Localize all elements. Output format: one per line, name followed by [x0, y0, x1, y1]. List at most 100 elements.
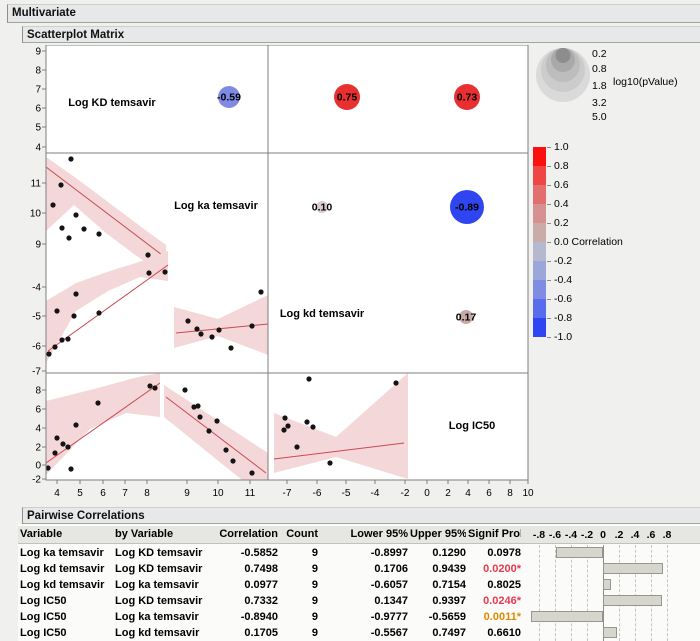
scatter-point[interactable]: [95, 400, 101, 406]
scatter-point[interactable]: [182, 387, 188, 393]
bar-axis-label: -.6: [548, 529, 562, 541]
scatter-point[interactable]: [162, 269, 168, 275]
colorbar-segment: [533, 299, 546, 318]
scatter-point[interactable]: [145, 252, 151, 258]
scatter-point[interactable]: [209, 334, 215, 340]
x-tick-label: 0: [424, 488, 430, 499]
table-cell-correlation: -0.5852: [240, 547, 278, 559]
scatter-point[interactable]: [147, 383, 153, 389]
scatter-point[interactable]: [195, 403, 201, 409]
scatter-point[interactable]: [54, 435, 60, 441]
colorbar-label: -0.6: [554, 293, 573, 305]
correlation-circle[interactable]: [316, 201, 328, 213]
table-row[interactable]: Log kd temsavir Log ka temsavir 0.0977 9 -0.…: [18, 577, 700, 593]
scatter-point[interactable]: [71, 313, 77, 319]
bar-axis-label: -.4: [564, 529, 578, 541]
scatter-cell[interactable]: [45, 156, 167, 275]
scatter-point[interactable]: [152, 385, 158, 391]
scatter-point[interactable]: [327, 460, 333, 466]
table-cell-lower: 0.1347: [374, 595, 408, 607]
correlation-circle[interactable]: [454, 84, 480, 110]
table-cell-by: Log KD temsavir: [115, 547, 203, 559]
scatter-cell[interactable]: [45, 373, 161, 475]
column-header[interactable]: Variable: [20, 528, 63, 540]
scatter-point[interactable]: [81, 226, 87, 232]
correlation-circle[interactable]: [450, 190, 484, 224]
table-cell-signif: 0.0011*: [483, 611, 521, 623]
scatter-point[interactable]: [185, 318, 191, 324]
scatter-point[interactable]: [50, 202, 56, 208]
table-row[interactable]: Log kd temsavir Log KD temsavir 0.7498 9 0.1…: [18, 561, 700, 577]
scatter-point[interactable]: [96, 231, 102, 237]
scatter-point[interactable]: [304, 419, 310, 425]
table-row[interactable]: Log ka temsavir Log KD temsavir -0.5852 9 -0…: [18, 545, 700, 561]
scatter-point[interactable]: [285, 423, 291, 429]
scatter-point[interactable]: [393, 380, 399, 386]
correlation-circle[interactable]: [459, 310, 473, 324]
table-cell-variable: Log IC50: [20, 611, 67, 623]
table-cell-signif: 0.8025: [487, 579, 521, 591]
scatter-point[interactable]: [191, 404, 197, 410]
table-row[interactable]: Log IC50 Log ka temsavir -0.8940 9 -0.9777 -0…: [18, 609, 700, 625]
column-header[interactable]: Lower 95%: [350, 528, 408, 540]
scatter-point[interactable]: [54, 308, 60, 314]
scatter-point[interactable]: [282, 415, 288, 421]
scatter-cell[interactable]: [162, 269, 269, 355]
column-header[interactable]: Correlation: [219, 528, 278, 540]
scatter-point[interactable]: [230, 458, 236, 464]
scatter-point[interactable]: [60, 441, 66, 447]
outline-header-scatterplot-matrix[interactable]: Scatterplot Matrix: [22, 26, 700, 43]
scatter-point[interactable]: [197, 414, 203, 420]
correlation-circle[interactable]: [334, 84, 360, 110]
scatter-point[interactable]: [73, 212, 79, 218]
scatter-point[interactable]: [281, 427, 287, 433]
outline-header-pairwise-correlations[interactable]: Pairwise Correlations: [22, 507, 700, 524]
table-row[interactable]: Log IC50 Log KD temsavir 0.7332 9 0.1347 0.93…: [18, 593, 700, 609]
scatter-point[interactable]: [73, 422, 79, 428]
scatter-point[interactable]: [46, 351, 52, 357]
scatter-point[interactable]: [52, 450, 58, 456]
scatter-point[interactable]: [228, 345, 234, 351]
scatter-cell[interactable]: [46, 251, 169, 363]
scatter-point[interactable]: [216, 327, 222, 333]
scatter-point[interactable]: [58, 182, 64, 188]
scatter-point[interactable]: [258, 289, 264, 295]
variable-label: Log ka temsavir: [174, 200, 258, 212]
column-header[interactable]: Count: [286, 528, 318, 540]
scatter-point[interactable]: [59, 225, 65, 231]
table-cell-by: Log ka temsavir: [115, 611, 199, 623]
scatter-point[interactable]: [294, 444, 300, 450]
scatter-point[interactable]: [52, 344, 58, 350]
scatter-point[interactable]: [73, 291, 79, 297]
correlation-circle[interactable]: [218, 86, 240, 108]
scatter-point[interactable]: [66, 235, 72, 241]
scatter-point[interactable]: [306, 376, 312, 382]
scatter-point[interactable]: [194, 326, 200, 332]
fit-line: [45, 166, 167, 259]
column-header[interactable]: Upper 95%: [410, 528, 466, 540]
scatter-point[interactable]: [65, 444, 71, 450]
scatter-point[interactable]: [68, 466, 74, 472]
scatter-point[interactable]: [310, 424, 316, 430]
scatter-point[interactable]: [206, 428, 212, 434]
table-row[interactable]: Log IC50 Log kd temsavir 0.1705 9 -0.5567 0.7…: [18, 625, 700, 641]
scatter-point[interactable]: [214, 418, 220, 424]
scatter-cell[interactable]: [273, 373, 408, 479]
scatter-point[interactable]: [146, 270, 152, 276]
scatter-point[interactable]: [45, 465, 51, 471]
scatter-point[interactable]: [96, 310, 102, 316]
scatter-point[interactable]: [223, 447, 229, 453]
scatter-point[interactable]: [249, 323, 255, 329]
scatter-point[interactable]: [59, 337, 65, 343]
scatter-point[interactable]: [249, 470, 255, 476]
scatterplot-matrix[interactable]: Log KD temsavir Log ka temsavir Log kd tem…: [28, 45, 538, 507]
scatter-cell[interactable]: [164, 385, 268, 480]
outline-header-multivariate[interactable]: Multivariate: [7, 4, 700, 23]
column-header[interactable]: by Variable: [115, 528, 174, 540]
scatter-point[interactable]: [198, 331, 204, 337]
column-header[interactable]: Signif Prob: [468, 528, 521, 540]
scatter-point[interactable]: [65, 336, 71, 342]
scatter-point[interactable]: [68, 156, 74, 162]
colorbar-segment: [533, 280, 546, 299]
confidence-band: [174, 295, 268, 355]
